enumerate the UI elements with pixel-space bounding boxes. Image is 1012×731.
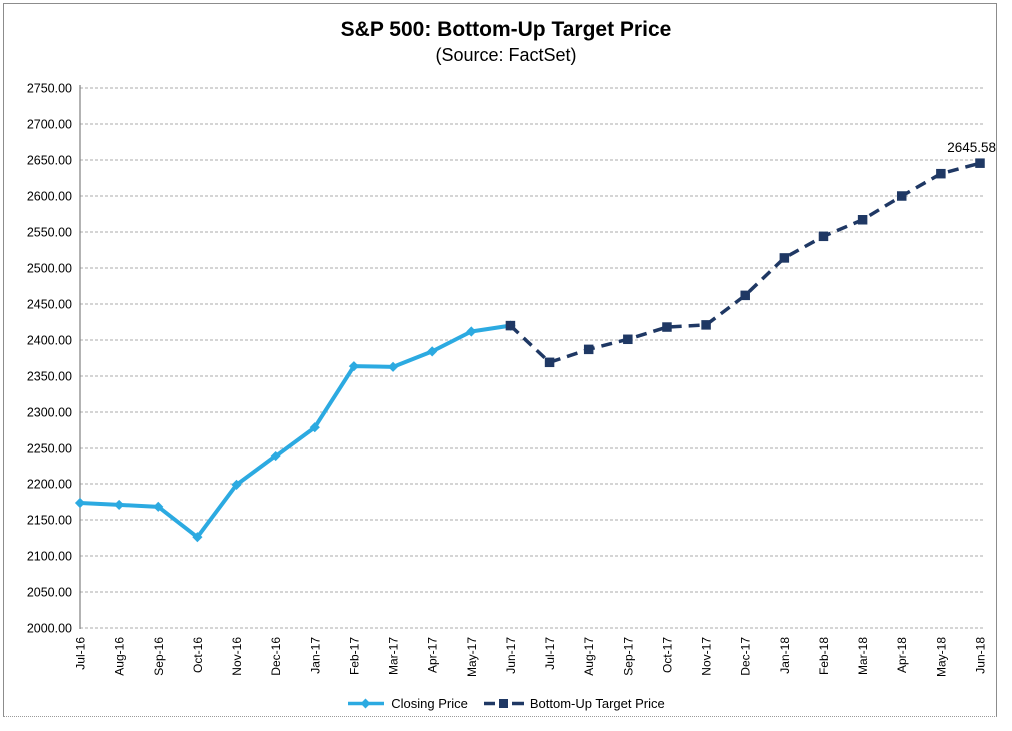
svg-text:Nov-16: Nov-16 — [230, 637, 244, 676]
svg-text:2100.00: 2100.00 — [27, 550, 72, 564]
svg-text:Feb-18: Feb-18 — [817, 637, 831, 675]
svg-text:May-17: May-17 — [465, 637, 479, 677]
svg-text:Apr-18: Apr-18 — [895, 637, 909, 673]
svg-text:2550.00: 2550.00 — [27, 226, 72, 240]
legend-label-closing-price: Closing Price — [391, 695, 468, 711]
legend: Closing Price Bottom-Up Target Price — [0, 694, 1012, 712]
svg-text:2250.00: 2250.00 — [27, 442, 72, 456]
svg-text:Apr-17: Apr-17 — [426, 637, 440, 673]
svg-text:Aug-17: Aug-17 — [582, 637, 596, 676]
svg-text:Jan-17: Jan-17 — [308, 637, 322, 674]
svg-text:Jan-18: Jan-18 — [778, 637, 792, 674]
legend-item-target-price: Bottom-Up Target Price — [483, 695, 665, 711]
svg-text:Jun-18: Jun-18 — [974, 637, 988, 674]
svg-text:2000.00: 2000.00 — [27, 622, 72, 636]
legend-item-closing-price: Closing Price — [347, 696, 468, 711]
svg-text:2400.00: 2400.00 — [27, 334, 72, 348]
svg-text:Sep-16: Sep-16 — [152, 637, 166, 676]
target-price-line-swatch — [483, 698, 524, 708]
closing-price-line-swatch — [348, 698, 385, 708]
svg-text:Jun-17: Jun-17 — [504, 637, 518, 674]
legend-label-target-price: Bottom-Up Target Price — [529, 695, 665, 711]
svg-text:Jul-16: Jul-16 — [74, 637, 88, 670]
svg-text:2700.00: 2700.00 — [27, 118, 72, 132]
svg-text:2450.00: 2450.00 — [27, 298, 72, 312]
svg-text:Dec-16: Dec-16 — [269, 637, 283, 676]
svg-text:2050.00: 2050.00 — [27, 586, 72, 600]
chart-frame — [3, 3, 997, 717]
svg-text:Feb-17: Feb-17 — [347, 637, 361, 675]
svg-text:Oct-17: Oct-17 — [660, 637, 674, 673]
svg-text:Oct-16: Oct-16 — [191, 637, 205, 673]
svg-text:Aug-16: Aug-16 — [113, 637, 127, 676]
svg-text:2600.00: 2600.00 — [27, 190, 72, 204]
svg-text:2300.00: 2300.00 — [27, 406, 72, 420]
svg-text:May-18: May-18 — [934, 637, 948, 677]
svg-text:Dec-17: Dec-17 — [739, 637, 753, 676]
svg-text:Mar-17: Mar-17 — [387, 637, 401, 675]
svg-text:2650.00: 2650.00 — [27, 154, 72, 168]
svg-text:Mar-18: Mar-18 — [856, 637, 870, 675]
svg-text:2150.00: 2150.00 — [27, 514, 72, 528]
svg-text:Jul-17: Jul-17 — [543, 637, 557, 670]
svg-text:2645.58: 2645.58 — [947, 140, 996, 155]
chart-subtitle: (Source: FactSet) — [435, 45, 577, 65]
svg-text:2350.00: 2350.00 — [27, 370, 72, 384]
svg-text:Nov-17: Nov-17 — [700, 637, 714, 676]
chart-title: S&P 500: Bottom-Up Target Price — [340, 18, 672, 41]
svg-text:2750.00: 2750.00 — [27, 82, 72, 96]
svg-text:2200.00: 2200.00 — [27, 478, 72, 492]
svg-text:2500.00: 2500.00 — [27, 262, 72, 276]
svg-text:Sep-17: Sep-17 — [621, 637, 635, 676]
